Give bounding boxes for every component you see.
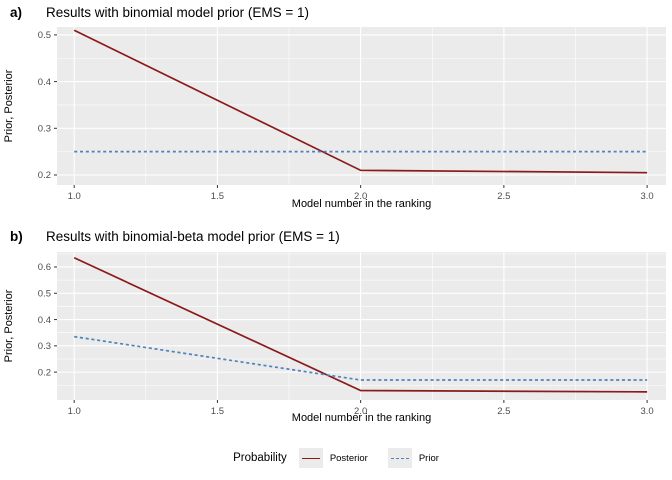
panel-a-title: Results with binomial model prior (EMS =… [46,5,309,20]
y-tick-label: 0.4 [38,315,51,326]
panel-b-x-axis-label: Model number in the ranking [291,412,432,424]
panel-b-tag: b) [10,229,23,244]
panel-background [57,27,666,185]
x-tick-label: 1.0 [68,406,81,417]
legend: Probability Posterior Prior [0,443,672,473]
x-tick-label: 1.5 [211,191,224,202]
panel-a-y-axis-label: Prior, Posterior [3,69,15,143]
panel-a-tag: a) [10,5,23,20]
y-tick-label: 0.5 [38,30,51,41]
panel-b-title: Results with binomial-beta model prior (… [46,229,340,244]
posterior-line-sample [301,457,320,459]
legend-entry-posterior: Posterior [298,448,368,468]
legend-key-posterior [298,448,323,468]
x-tick-label: 3.0 [640,406,653,417]
x-tick-label: 2.0 [354,406,367,417]
y-tick-label: 0.3 [38,341,51,352]
y-tick-label: 0.5 [38,288,51,299]
x-tick-label: 2.5 [497,406,510,417]
legend-entry-prior: Prior [387,448,439,468]
panel-b-y-axis-label: Prior, Posterior [3,289,15,363]
x-tick-label: 2.5 [497,191,510,202]
panel-a-x-axis-label: Model number in the ranking [291,198,432,210]
posterior-line [73,257,648,393]
legend-key-prior [387,448,412,468]
y-tick-label: 0.4 [38,77,51,88]
prior-line-sample [390,457,409,459]
legend-title: Probability [233,452,287,464]
legend-label-posterior: Posterior [329,452,368,464]
y-tick-label: 0.2 [38,170,51,181]
panel-background [57,252,666,400]
x-tick-label: 1.0 [68,191,81,202]
x-tick-label: 2.0 [354,191,367,202]
legend-label-prior: Prior [418,452,439,464]
x-tick-label: 1.5 [211,406,224,417]
y-tick-label: 0.6 [38,262,51,273]
posterior-line [73,29,648,174]
y-tick-label: 0.2 [38,367,51,378]
x-tick-label: 3.0 [640,191,653,202]
y-tick-label: 0.3 [38,124,51,135]
